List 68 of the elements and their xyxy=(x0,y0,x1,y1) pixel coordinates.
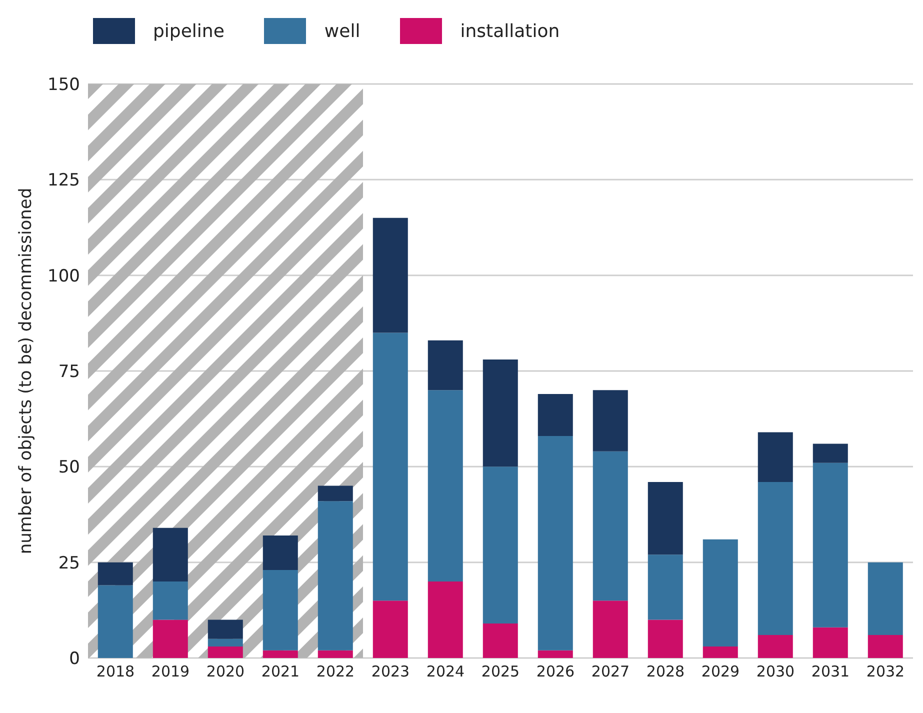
bar xyxy=(482,466,518,624)
x-tick-label: 2027 xyxy=(591,662,630,681)
bar xyxy=(208,646,243,658)
y-tick-label: 150 xyxy=(48,75,80,96)
bar xyxy=(318,650,353,658)
bar xyxy=(208,620,243,639)
bar xyxy=(648,620,683,658)
bar xyxy=(702,539,738,647)
bar xyxy=(98,562,133,586)
legend-label: well xyxy=(324,20,360,42)
x-tick-label: 2024 xyxy=(426,662,465,681)
x-tick-label: 2031 xyxy=(811,662,850,681)
legend-label: pipeline xyxy=(153,20,224,42)
bar xyxy=(538,436,573,650)
bar xyxy=(592,600,628,658)
bar xyxy=(538,394,573,436)
bar xyxy=(868,562,903,636)
bar xyxy=(758,432,793,482)
bar xyxy=(592,390,628,452)
bar xyxy=(318,501,353,650)
x-tick-label: 2029 xyxy=(701,662,740,681)
bar xyxy=(648,482,683,555)
y-tick-label: 0 xyxy=(69,649,80,670)
bar xyxy=(372,600,408,658)
bar xyxy=(262,570,298,650)
bar xyxy=(372,332,408,601)
x-tick-label: 2018 xyxy=(96,662,135,681)
x-tick-label: 2020 xyxy=(206,662,245,681)
legend-label: installation xyxy=(460,20,560,42)
bar xyxy=(482,624,518,658)
x-tick-label: 2026 xyxy=(536,662,575,681)
bar xyxy=(812,444,848,463)
bar xyxy=(592,451,628,601)
bar xyxy=(98,585,133,658)
bar xyxy=(758,482,793,636)
bar xyxy=(648,554,683,620)
bar xyxy=(152,620,188,658)
y-tick-label: 25 xyxy=(58,553,80,574)
bar xyxy=(208,638,243,647)
bar xyxy=(152,528,188,582)
bar xyxy=(262,536,298,570)
y-tick-label: 100 xyxy=(48,266,80,286)
bar xyxy=(812,627,848,658)
y-tick-label: 125 xyxy=(48,170,80,191)
bar xyxy=(868,635,903,658)
bar xyxy=(702,646,738,658)
bar xyxy=(372,218,408,333)
bar xyxy=(812,462,848,628)
bar xyxy=(428,390,463,582)
y-tick-label: 50 xyxy=(58,458,80,478)
bar xyxy=(318,486,353,502)
x-tick-label: 2032 xyxy=(866,662,905,681)
bar xyxy=(428,581,463,658)
bar xyxy=(262,650,298,658)
y-tick-label: 75 xyxy=(58,362,80,382)
x-tick-label: 2022 xyxy=(316,662,355,681)
x-tick-label: 2023 xyxy=(371,662,410,681)
x-tick-label: 2021 xyxy=(261,662,300,681)
bar xyxy=(428,340,463,390)
bar xyxy=(758,635,793,658)
x-tick-label: 2030 xyxy=(756,662,795,681)
bar xyxy=(482,360,518,467)
x-tick-label: 2028 xyxy=(646,662,685,681)
x-tick-label: 2019 xyxy=(151,662,190,681)
y-axis-title: number of objects (to be) decommissioned xyxy=(16,188,36,554)
x-tick-label: 2025 xyxy=(481,662,520,681)
bar xyxy=(538,650,573,658)
bar xyxy=(152,581,188,620)
